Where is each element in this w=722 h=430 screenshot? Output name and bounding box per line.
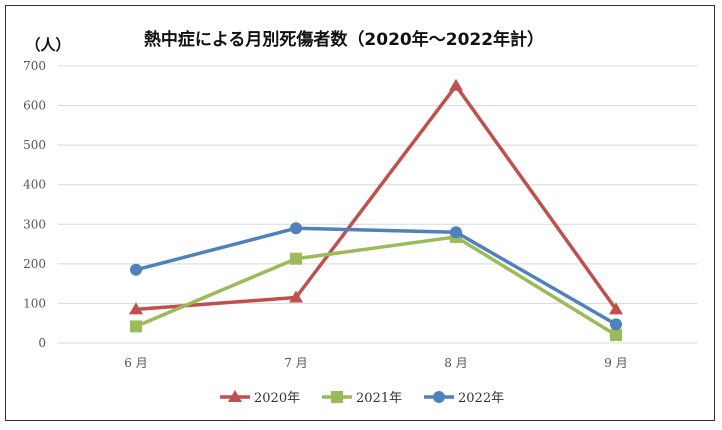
data-point	[129, 302, 143, 315]
data-point	[449, 78, 463, 91]
data-point	[289, 290, 303, 303]
legend: 2020年 2021年 2022年	[220, 390, 504, 406]
y-tick-label: 200	[23, 257, 46, 271]
legend-label: 2022年	[458, 391, 504, 406]
series-2	[130, 222, 622, 331]
legend-label: 2021年	[356, 391, 402, 406]
y-tick-label: 600	[23, 99, 46, 113]
legend-marker	[331, 391, 343, 403]
y-axis-unit-label: （人）	[25, 36, 70, 54]
data-point	[290, 222, 302, 235]
data-point	[130, 263, 142, 276]
series-group	[129, 78, 623, 342]
legend-label: 2020年	[254, 391, 300, 406]
y-tick-label: 400	[23, 178, 46, 192]
data-point	[609, 302, 623, 315]
data-point	[450, 226, 462, 239]
legend-item: 2020年	[220, 390, 300, 406]
y-tick-label: 700	[23, 59, 46, 73]
y-tick-label: 500	[23, 138, 46, 152]
legend-marker	[228, 390, 242, 402]
legend-item: 2021年	[322, 391, 402, 406]
data-point	[610, 329, 622, 342]
x-tick-label: 7 月	[284, 356, 307, 370]
x-axis-ticks: 6 月 7 月 8 月 9 月	[124, 356, 627, 370]
y-tick-label: 0	[38, 336, 46, 350]
series-line	[135, 84, 618, 312]
series-line	[135, 235, 617, 337]
data-point	[610, 318, 622, 331]
data-point	[290, 252, 302, 265]
legend-marker	[433, 391, 445, 403]
y-axis-ticks: 0 100 200 300 400 500 600 700	[23, 59, 46, 350]
x-tick-label: 9 月	[604, 356, 627, 370]
x-tick-label: 8 月	[444, 356, 467, 370]
y-tick-label: 100	[23, 296, 46, 310]
series-0	[129, 78, 623, 315]
series-line	[135, 226, 617, 326]
x-tick-label: 6 月	[124, 356, 147, 370]
legend-item: 2022年	[424, 391, 504, 406]
gridlines	[58, 65, 697, 344]
data-point	[130, 320, 142, 333]
y-tick-label: 300	[23, 217, 46, 231]
chart-title: 熱中症による月別死傷者数（2020年〜2022年計）	[144, 29, 544, 50]
